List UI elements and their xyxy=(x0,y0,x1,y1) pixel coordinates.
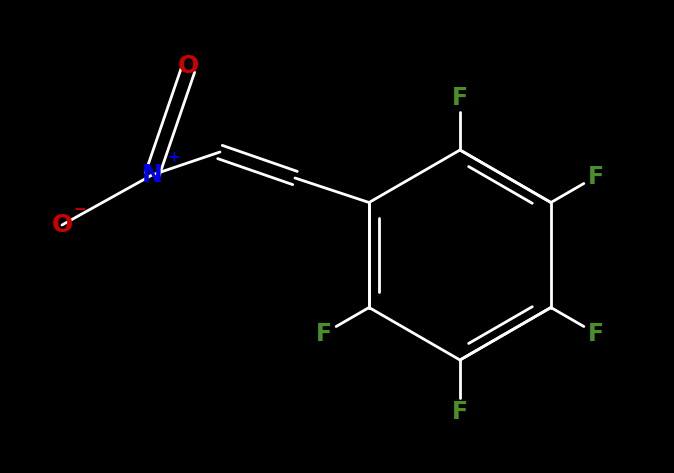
Text: O: O xyxy=(51,213,73,237)
Text: F: F xyxy=(588,165,604,189)
Text: +: + xyxy=(168,149,181,165)
Text: N: N xyxy=(142,163,162,187)
Text: O: O xyxy=(177,54,199,78)
Text: F: F xyxy=(588,322,604,345)
Text: F: F xyxy=(452,86,468,110)
Text: F: F xyxy=(452,400,468,424)
Text: F: F xyxy=(316,322,332,345)
Text: −: − xyxy=(73,201,86,217)
